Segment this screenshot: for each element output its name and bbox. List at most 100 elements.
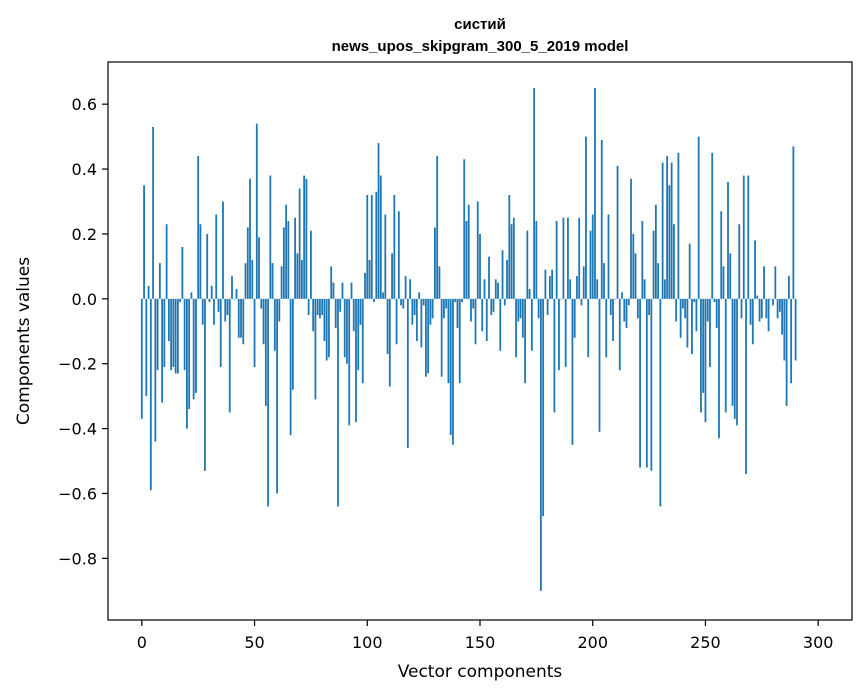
bar xyxy=(206,233,209,299)
bar xyxy=(145,298,148,397)
bar xyxy=(778,298,781,312)
bar xyxy=(176,298,179,374)
bar xyxy=(533,87,536,299)
bar xyxy=(742,175,745,299)
bar xyxy=(328,298,330,358)
bar xyxy=(776,298,779,319)
bar xyxy=(479,233,481,299)
bar xyxy=(199,224,202,299)
bar xyxy=(727,182,729,299)
bar xyxy=(463,159,466,299)
plot-frame xyxy=(107,61,853,621)
bar xyxy=(348,298,351,426)
bar xyxy=(643,279,646,299)
bar xyxy=(323,298,326,341)
bar xyxy=(454,298,457,303)
bar xyxy=(781,298,784,335)
bar xyxy=(745,298,747,475)
bar xyxy=(172,298,175,367)
bar xyxy=(598,298,601,432)
bar xyxy=(661,162,664,299)
bar xyxy=(790,298,793,384)
bar xyxy=(623,298,626,322)
bar xyxy=(731,298,734,406)
bar xyxy=(393,195,396,299)
bar xyxy=(147,285,150,299)
chart-title: систий xyxy=(454,16,506,33)
bar xyxy=(307,298,310,316)
bar xyxy=(244,263,247,299)
bar xyxy=(352,298,355,332)
bar xyxy=(767,298,770,332)
x-tick-label: 100 xyxy=(352,633,383,652)
bar xyxy=(503,298,506,306)
bar xyxy=(190,292,193,299)
bar xyxy=(298,188,301,299)
y-tick-label: 0.6 xyxy=(72,95,97,114)
bar xyxy=(510,224,513,299)
bar xyxy=(231,276,233,299)
bar xyxy=(636,298,639,319)
bar xyxy=(382,292,384,299)
bar xyxy=(612,298,614,341)
bar xyxy=(282,227,285,299)
bar xyxy=(262,298,265,345)
bar xyxy=(208,298,211,303)
bar xyxy=(143,185,145,299)
bar xyxy=(713,298,716,303)
bar xyxy=(754,240,756,299)
x-tick-label: 50 xyxy=(244,633,264,652)
bar xyxy=(289,298,292,436)
bar xyxy=(616,165,619,299)
bar xyxy=(542,298,545,517)
bar xyxy=(267,298,269,507)
bar xyxy=(271,263,274,299)
bar xyxy=(483,279,486,299)
bar xyxy=(404,276,407,299)
bar xyxy=(787,276,790,299)
bar xyxy=(346,298,348,364)
bar xyxy=(594,87,596,299)
bar xyxy=(431,298,434,319)
bar xyxy=(395,298,398,345)
bar xyxy=(751,298,754,345)
bar xyxy=(456,298,459,329)
bar xyxy=(756,295,759,299)
bar xyxy=(228,298,231,413)
bar xyxy=(772,298,774,306)
bar xyxy=(564,298,567,367)
bar xyxy=(337,298,339,507)
bar xyxy=(350,282,353,299)
bar xyxy=(736,298,738,426)
bar xyxy=(192,298,195,400)
bar xyxy=(330,266,333,299)
bar xyxy=(215,214,218,299)
bar xyxy=(688,243,691,299)
bar xyxy=(422,298,425,306)
bar xyxy=(679,298,682,338)
y-tick-label: −0.2 xyxy=(58,355,97,374)
y-axis-ticks: 0.6 0.4 0.2 0.0 −0.2 −0.4 −0.6 −0.8 xyxy=(58,95,108,568)
bar xyxy=(519,298,522,319)
bar xyxy=(697,136,700,299)
bar xyxy=(517,298,520,322)
bar xyxy=(585,136,587,299)
bar xyxy=(693,298,696,303)
y-tick-label: 0.0 xyxy=(72,290,97,309)
bar xyxy=(443,298,445,319)
bar xyxy=(794,298,797,361)
bar xyxy=(530,298,533,351)
bar xyxy=(278,298,281,322)
bar xyxy=(341,282,344,299)
bar xyxy=(258,237,260,299)
bar xyxy=(711,152,714,299)
bar xyxy=(553,298,556,413)
bar xyxy=(567,217,569,299)
bar xyxy=(515,298,517,358)
y-tick-label: −0.4 xyxy=(58,420,97,439)
bar xyxy=(763,266,765,299)
bar xyxy=(627,298,630,306)
bar xyxy=(758,298,761,322)
bar xyxy=(445,298,448,309)
bar xyxy=(158,263,161,299)
